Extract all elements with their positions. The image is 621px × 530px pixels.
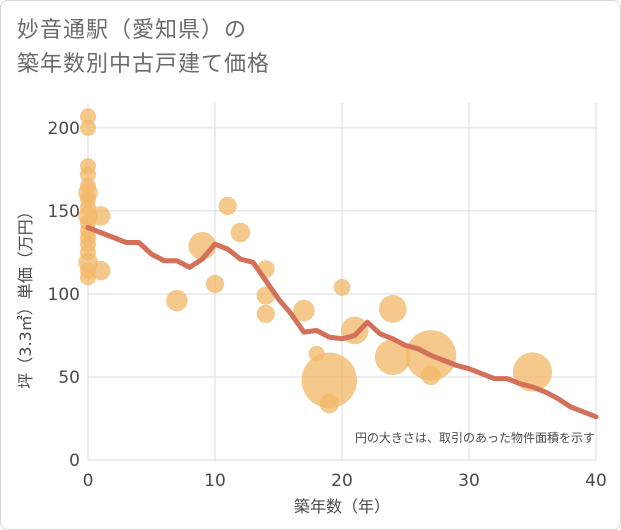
y-tick-label: 100	[48, 285, 80, 305]
data-bubble	[333, 278, 351, 296]
y-axis-title: 坪（3.3㎡）単価（万円）	[16, 203, 35, 388]
average-price-trend-line	[85, 225, 599, 420]
y-tick-label: 200	[48, 119, 80, 139]
x-tick-label: 20	[331, 471, 353, 491]
data-bubble	[293, 299, 315, 322]
bubble-series	[78, 108, 553, 414]
chart-title-line-2: 築年数別中古戸建て価格	[17, 52, 271, 77]
chart-title: 妙音通駅（愛知県）の 築年数別中古戸建て価格	[17, 14, 270, 82]
bubble-size-note: 円の大きさは、取引のあった物件面積を示す	[355, 430, 595, 445]
data-bubble	[205, 274, 225, 294]
y-tick-label: 150	[48, 202, 80, 222]
data-bubble	[319, 393, 340, 414]
data-bubble	[90, 206, 111, 226]
data-bubble	[230, 222, 251, 243]
data-bubble	[301, 352, 358, 409]
data-bubble	[90, 260, 111, 281]
data-bubble	[166, 289, 188, 312]
data-bubble	[378, 295, 407, 323]
trend-line-series	[85, 225, 599, 420]
x-tick-label: 40	[585, 471, 607, 491]
x-tick-label: 30	[458, 471, 480, 491]
x-tick-label: 0	[83, 471, 94, 491]
y-tick-label: 50	[58, 368, 80, 388]
data-bubble	[421, 365, 441, 386]
chart-title-line-1: 妙音通駅（愛知県）の	[17, 18, 248, 43]
data-bubble	[374, 339, 411, 375]
data-bubble	[80, 108, 96, 125]
y-tick-label: 0	[69, 451, 80, 471]
data-bubble	[512, 352, 553, 392]
data-bubble	[80, 119, 96, 136]
axis-ticks: 0 10 20 30 40 0 50 100 150 200	[48, 119, 607, 491]
data-bubble	[256, 304, 275, 324]
data-bubble	[80, 166, 96, 183]
data-bubble	[218, 196, 237, 216]
x-tick-label: 10	[204, 471, 226, 491]
x-axis-title: 築年数（年）	[294, 497, 390, 516]
